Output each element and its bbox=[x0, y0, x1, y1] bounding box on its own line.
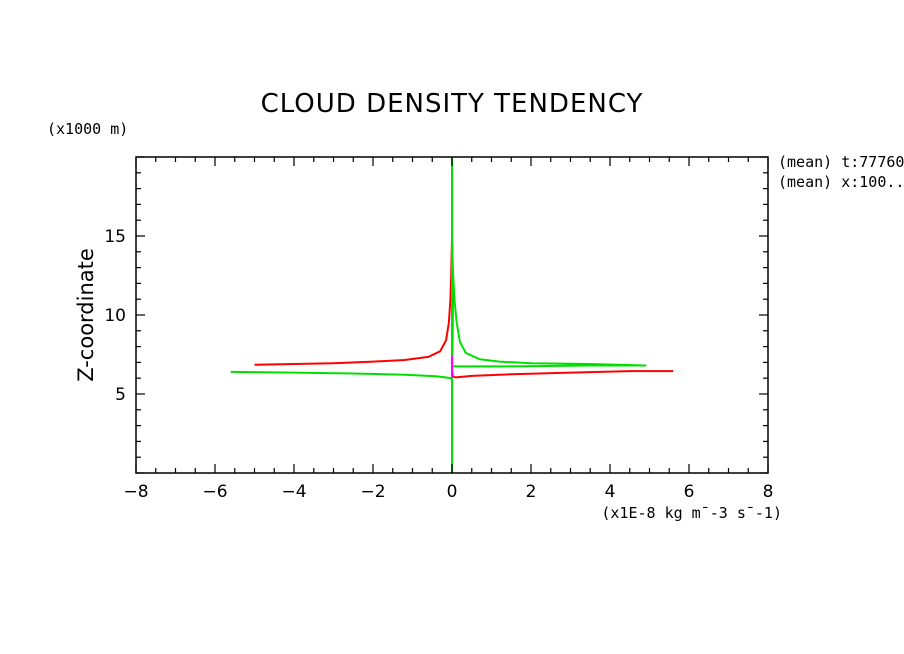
annotation-x-mean: (mean) x:100..4 bbox=[778, 173, 904, 191]
x-tick-label: 0 bbox=[447, 482, 458, 502]
y-units-label: (x1000 m) bbox=[47, 120, 128, 138]
x-tick-label: 6 bbox=[684, 482, 695, 502]
series-red-line bbox=[254, 236, 674, 379]
y-axis-label: Z-coordinate bbox=[74, 248, 98, 382]
y-tick-label: 10 bbox=[104, 306, 126, 326]
y-tick-label: 5 bbox=[115, 385, 126, 405]
annotation-time-mean: (mean) t:77760 bbox=[778, 153, 904, 171]
x-tick-label: −6 bbox=[202, 482, 227, 502]
series-layer bbox=[230, 157, 674, 473]
y-tick-label: 15 bbox=[104, 227, 126, 247]
x-tick-label: −8 bbox=[123, 482, 148, 502]
x-tick-label: 2 bbox=[526, 482, 537, 502]
x-tick-label: 4 bbox=[605, 482, 616, 502]
x-tick-label: −4 bbox=[281, 482, 306, 502]
x-tick-label: 8 bbox=[763, 482, 774, 502]
x-axis-label: (x1E-8 kg m¯-3 s¯-1) bbox=[601, 504, 782, 522]
chart-title: CLOUD DENSITY TENDENCY bbox=[261, 89, 644, 119]
x-tick-label: −2 bbox=[360, 482, 385, 502]
series-green-line bbox=[230, 235, 647, 380]
axes-layer: −8 −6 −4 −2 0 2 4 6 8 5 10 15 bbox=[104, 156, 774, 502]
